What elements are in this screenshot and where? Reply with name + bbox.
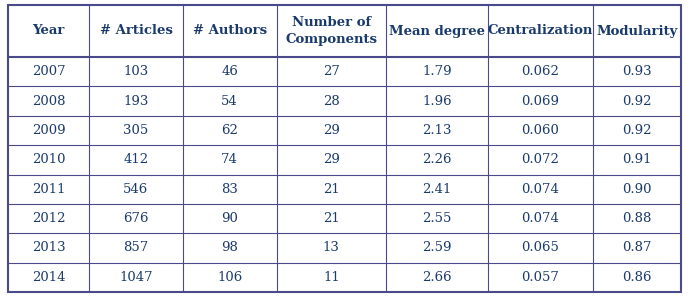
Text: 412: 412	[123, 153, 149, 166]
Text: 2014: 2014	[32, 271, 65, 284]
Text: 46: 46	[221, 65, 238, 78]
Text: Mean degree: Mean degree	[389, 24, 485, 37]
Text: 2.66: 2.66	[422, 271, 451, 284]
Text: 1047: 1047	[119, 271, 153, 284]
Text: 2.55: 2.55	[422, 212, 451, 225]
Text: 2.41: 2.41	[422, 183, 451, 196]
Text: 0.86: 0.86	[622, 271, 652, 284]
Text: 2013: 2013	[32, 241, 65, 255]
Text: 106: 106	[217, 271, 243, 284]
Text: Number of
Components: Number of Components	[285, 17, 378, 45]
Text: 0.074: 0.074	[522, 212, 559, 225]
Text: 0.92: 0.92	[622, 94, 652, 108]
Text: 305: 305	[123, 124, 149, 137]
Text: 2007: 2007	[32, 65, 65, 78]
Text: 0.057: 0.057	[522, 271, 559, 284]
Text: 2.59: 2.59	[422, 241, 451, 255]
Text: Year: Year	[32, 24, 65, 37]
Text: 27: 27	[323, 65, 340, 78]
Text: Modularity: Modularity	[597, 24, 678, 37]
Text: 0.074: 0.074	[522, 183, 559, 196]
Text: 1.79: 1.79	[422, 65, 451, 78]
Text: 193: 193	[123, 94, 149, 108]
Text: 13: 13	[323, 241, 340, 255]
Text: 98: 98	[221, 241, 238, 255]
Text: Centralization: Centralization	[488, 24, 593, 37]
Text: 0.91: 0.91	[622, 153, 652, 166]
Text: 29: 29	[323, 153, 340, 166]
Text: 0.87: 0.87	[622, 241, 652, 255]
Text: 28: 28	[323, 94, 340, 108]
Text: 2009: 2009	[32, 124, 65, 137]
Text: 2008: 2008	[32, 94, 65, 108]
Text: 0.92: 0.92	[622, 124, 652, 137]
Text: 0.062: 0.062	[522, 65, 559, 78]
Text: 2.13: 2.13	[422, 124, 451, 137]
Text: 103: 103	[123, 65, 149, 78]
Text: 546: 546	[123, 183, 149, 196]
Text: 62: 62	[221, 124, 238, 137]
Text: 2012: 2012	[32, 212, 65, 225]
Text: 2.26: 2.26	[422, 153, 451, 166]
Text: 0.93: 0.93	[622, 65, 652, 78]
Text: 83: 83	[221, 183, 238, 196]
Text: 0.072: 0.072	[522, 153, 559, 166]
Text: 29: 29	[323, 124, 340, 137]
Text: 0.060: 0.060	[522, 124, 559, 137]
Text: 0.069: 0.069	[522, 94, 559, 108]
Text: 90: 90	[221, 212, 238, 225]
Text: 54: 54	[221, 94, 238, 108]
Text: # Articles: # Articles	[99, 24, 172, 37]
Text: # Authors: # Authors	[193, 24, 267, 37]
Text: 2011: 2011	[32, 183, 65, 196]
Text: 21: 21	[323, 183, 340, 196]
Text: 857: 857	[123, 241, 149, 255]
Text: 1.96: 1.96	[422, 94, 451, 108]
Text: 74: 74	[221, 153, 238, 166]
Text: 11: 11	[323, 271, 340, 284]
Text: 0.90: 0.90	[622, 183, 652, 196]
Text: 2010: 2010	[32, 153, 65, 166]
Text: 21: 21	[323, 212, 340, 225]
Text: 0.065: 0.065	[522, 241, 559, 255]
Text: 0.88: 0.88	[622, 212, 652, 225]
Text: 676: 676	[123, 212, 149, 225]
